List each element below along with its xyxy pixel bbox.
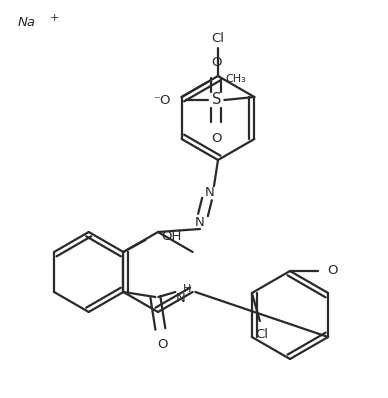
Text: CH₃: CH₃ [226, 74, 246, 84]
Text: O: O [211, 55, 222, 68]
Text: O: O [157, 339, 168, 351]
Text: N: N [175, 291, 185, 304]
Text: S: S [212, 92, 221, 107]
Text: +: + [50, 13, 59, 23]
Text: N: N [205, 185, 215, 199]
Text: Cl: Cl [211, 31, 225, 45]
Text: O: O [327, 265, 337, 277]
Text: Cl: Cl [255, 328, 268, 341]
Text: O: O [211, 131, 222, 144]
Text: OH: OH [161, 230, 182, 242]
Text: H: H [183, 284, 192, 294]
Text: Na: Na [18, 16, 36, 29]
Text: ⁻O: ⁻O [153, 94, 170, 107]
Text: N: N [195, 215, 205, 228]
